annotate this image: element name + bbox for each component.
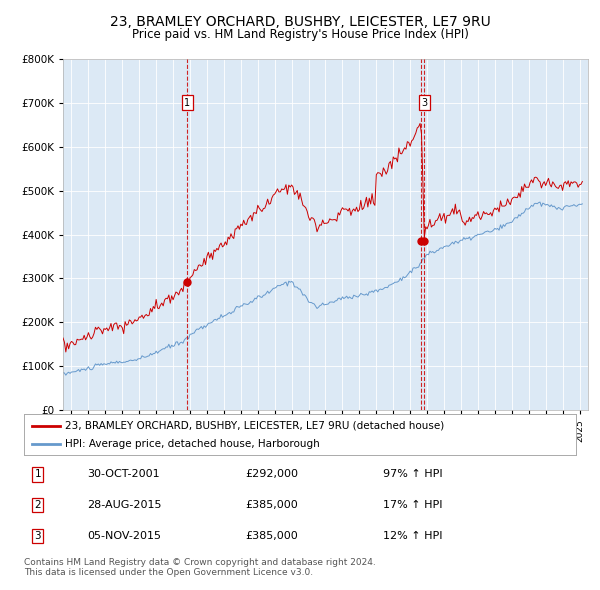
Text: 3: 3 bbox=[421, 98, 427, 108]
Text: Price paid vs. HM Land Registry's House Price Index (HPI): Price paid vs. HM Land Registry's House … bbox=[131, 28, 469, 41]
Text: Contains HM Land Registry data © Crown copyright and database right 2024.
This d: Contains HM Land Registry data © Crown c… bbox=[24, 558, 376, 577]
Text: 28-AUG-2015: 28-AUG-2015 bbox=[88, 500, 162, 510]
Text: £385,000: £385,000 bbox=[245, 531, 298, 541]
Text: 17% ↑ HPI: 17% ↑ HPI bbox=[383, 500, 442, 510]
Text: £292,000: £292,000 bbox=[245, 469, 298, 479]
Text: 23, BRAMLEY ORCHARD, BUSHBY, LEICESTER, LE7 9RU (detached house): 23, BRAMLEY ORCHARD, BUSHBY, LEICESTER, … bbox=[65, 421, 445, 431]
Text: 05-NOV-2015: 05-NOV-2015 bbox=[88, 531, 161, 541]
Text: 12% ↑ HPI: 12% ↑ HPI bbox=[383, 531, 442, 541]
Text: 2: 2 bbox=[34, 500, 41, 510]
Text: HPI: Average price, detached house, Harborough: HPI: Average price, detached house, Harb… bbox=[65, 439, 320, 449]
Text: 23, BRAMLEY ORCHARD, BUSHBY, LEICESTER, LE7 9RU: 23, BRAMLEY ORCHARD, BUSHBY, LEICESTER, … bbox=[110, 15, 490, 30]
Text: 1: 1 bbox=[34, 469, 41, 479]
Text: 97% ↑ HPI: 97% ↑ HPI bbox=[383, 469, 442, 479]
Text: £385,000: £385,000 bbox=[245, 500, 298, 510]
Text: 1: 1 bbox=[184, 98, 190, 108]
Text: 3: 3 bbox=[34, 531, 41, 541]
Text: 30-OCT-2001: 30-OCT-2001 bbox=[88, 469, 160, 479]
